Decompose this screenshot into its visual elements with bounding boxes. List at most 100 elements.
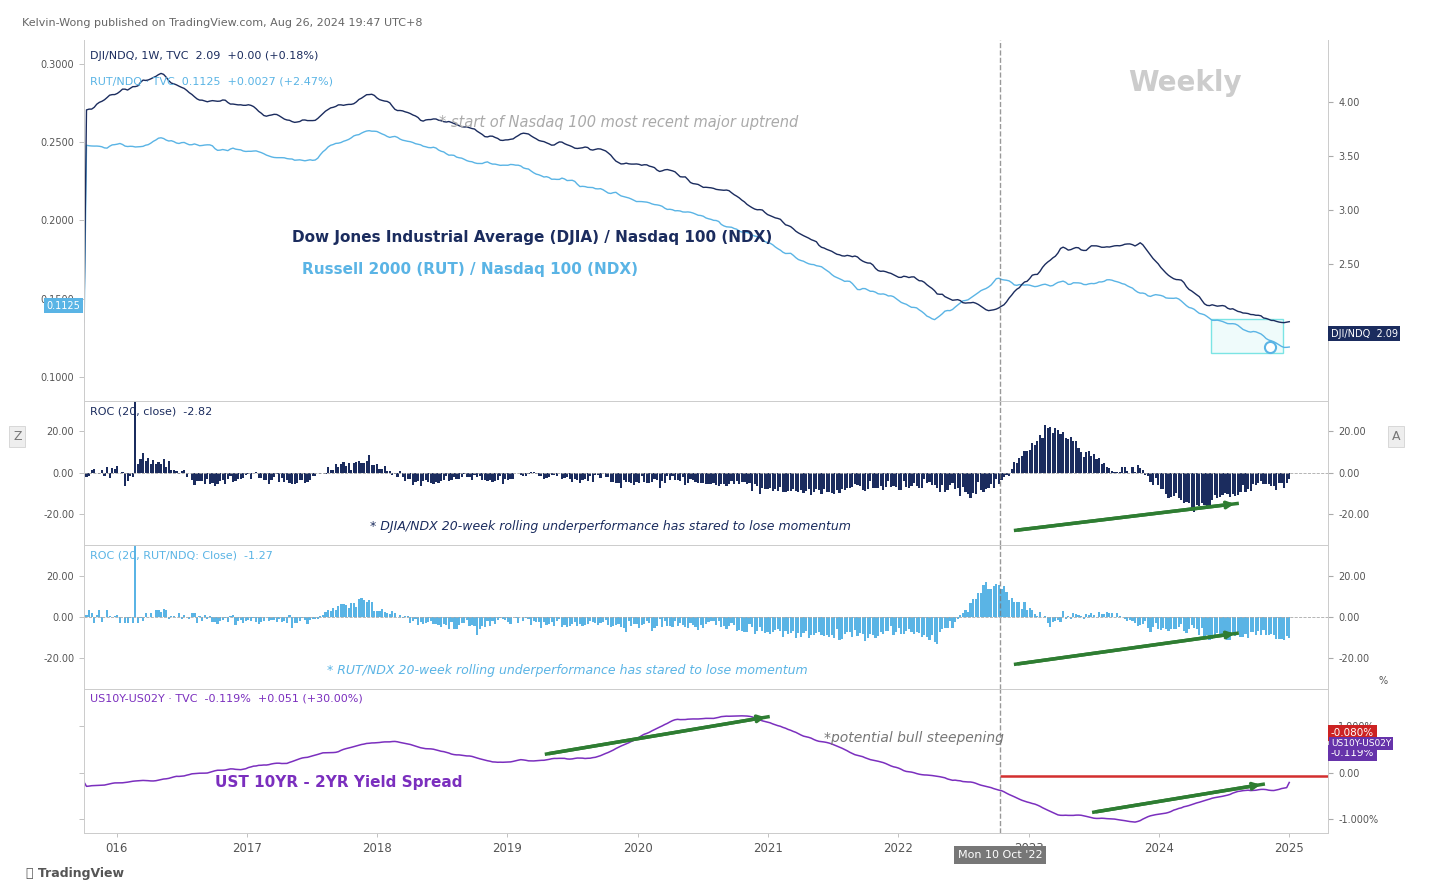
Bar xyxy=(936,617,938,644)
Bar xyxy=(1055,428,1056,472)
Bar xyxy=(373,465,375,472)
Bar xyxy=(217,472,218,484)
Bar xyxy=(741,472,742,482)
Bar xyxy=(258,617,260,624)
Bar xyxy=(528,617,530,619)
Bar xyxy=(447,472,450,480)
Bar xyxy=(211,617,214,622)
Bar xyxy=(883,617,884,634)
Bar xyxy=(803,617,805,633)
Bar xyxy=(745,617,748,632)
Bar xyxy=(744,617,745,632)
Bar xyxy=(761,472,764,488)
Bar xyxy=(710,472,712,484)
Bar xyxy=(1139,468,1142,472)
Bar xyxy=(1082,456,1085,472)
Bar xyxy=(178,472,179,474)
Bar xyxy=(844,617,845,634)
Bar xyxy=(689,472,692,479)
Bar xyxy=(990,472,993,484)
Bar xyxy=(1052,433,1053,472)
Bar xyxy=(543,472,546,478)
Text: US10Y-US02Y · TVC  -0.119%  +0.051 (+30.00%): US10Y-US02Y · TVC -0.119% +0.051 (+30.00… xyxy=(90,693,363,703)
Bar xyxy=(175,471,178,472)
Bar xyxy=(149,613,152,617)
Bar xyxy=(171,470,172,472)
Bar xyxy=(271,472,272,480)
Bar xyxy=(218,472,221,480)
Bar xyxy=(959,472,961,495)
Bar xyxy=(705,617,708,624)
Bar xyxy=(1275,472,1278,490)
Bar xyxy=(530,471,532,472)
Bar xyxy=(877,472,880,487)
Bar xyxy=(576,617,579,626)
Bar xyxy=(1101,614,1103,617)
Bar xyxy=(237,472,239,479)
Bar xyxy=(1281,617,1282,639)
Bar xyxy=(599,472,602,478)
Bar xyxy=(1234,472,1236,495)
Bar xyxy=(1217,617,1218,633)
Bar xyxy=(1065,438,1066,472)
Bar xyxy=(489,617,491,625)
Bar xyxy=(1247,472,1249,489)
Bar xyxy=(420,617,421,622)
Bar xyxy=(962,613,964,617)
Bar xyxy=(1056,430,1059,472)
Bar xyxy=(1069,617,1072,618)
Bar xyxy=(284,472,285,482)
Bar xyxy=(515,617,517,618)
Bar xyxy=(929,472,930,481)
Bar xyxy=(378,469,381,472)
Bar xyxy=(573,472,576,478)
Bar xyxy=(669,617,671,626)
Bar xyxy=(91,613,93,617)
Bar xyxy=(1155,617,1156,623)
Bar xyxy=(440,472,443,481)
Bar xyxy=(1103,463,1106,472)
Bar xyxy=(586,472,589,481)
Bar xyxy=(838,472,841,494)
Bar xyxy=(473,617,476,626)
Bar xyxy=(1217,472,1218,498)
Bar xyxy=(188,617,191,619)
Bar xyxy=(1003,586,1006,617)
Bar xyxy=(1175,472,1178,494)
Bar xyxy=(232,472,234,482)
Bar xyxy=(642,472,645,482)
Bar xyxy=(1116,613,1119,617)
Bar xyxy=(1201,472,1202,503)
Bar xyxy=(1162,617,1165,628)
Bar xyxy=(337,606,340,617)
Bar xyxy=(884,472,887,486)
Bar xyxy=(122,471,123,472)
Bar xyxy=(828,617,831,637)
Bar xyxy=(1013,602,1016,617)
Bar xyxy=(907,617,910,629)
Bar xyxy=(221,472,224,479)
Bar xyxy=(651,617,653,631)
Bar xyxy=(499,472,501,476)
Bar xyxy=(85,615,88,617)
Bar xyxy=(969,472,971,498)
Bar xyxy=(232,615,234,617)
Bar xyxy=(1247,617,1249,638)
Bar xyxy=(849,472,851,488)
Bar xyxy=(1262,472,1265,484)
Bar xyxy=(103,472,106,476)
Bar xyxy=(275,472,278,474)
Bar xyxy=(191,472,192,480)
Bar xyxy=(1042,437,1043,472)
Bar xyxy=(576,472,579,479)
Bar xyxy=(1208,617,1211,640)
Bar xyxy=(784,617,787,631)
Bar xyxy=(883,472,884,490)
Bar xyxy=(1265,617,1268,635)
Bar xyxy=(446,472,447,476)
Bar xyxy=(343,462,344,472)
Bar xyxy=(815,472,818,489)
Bar xyxy=(561,617,563,626)
Bar xyxy=(929,617,930,641)
Bar xyxy=(754,472,755,485)
